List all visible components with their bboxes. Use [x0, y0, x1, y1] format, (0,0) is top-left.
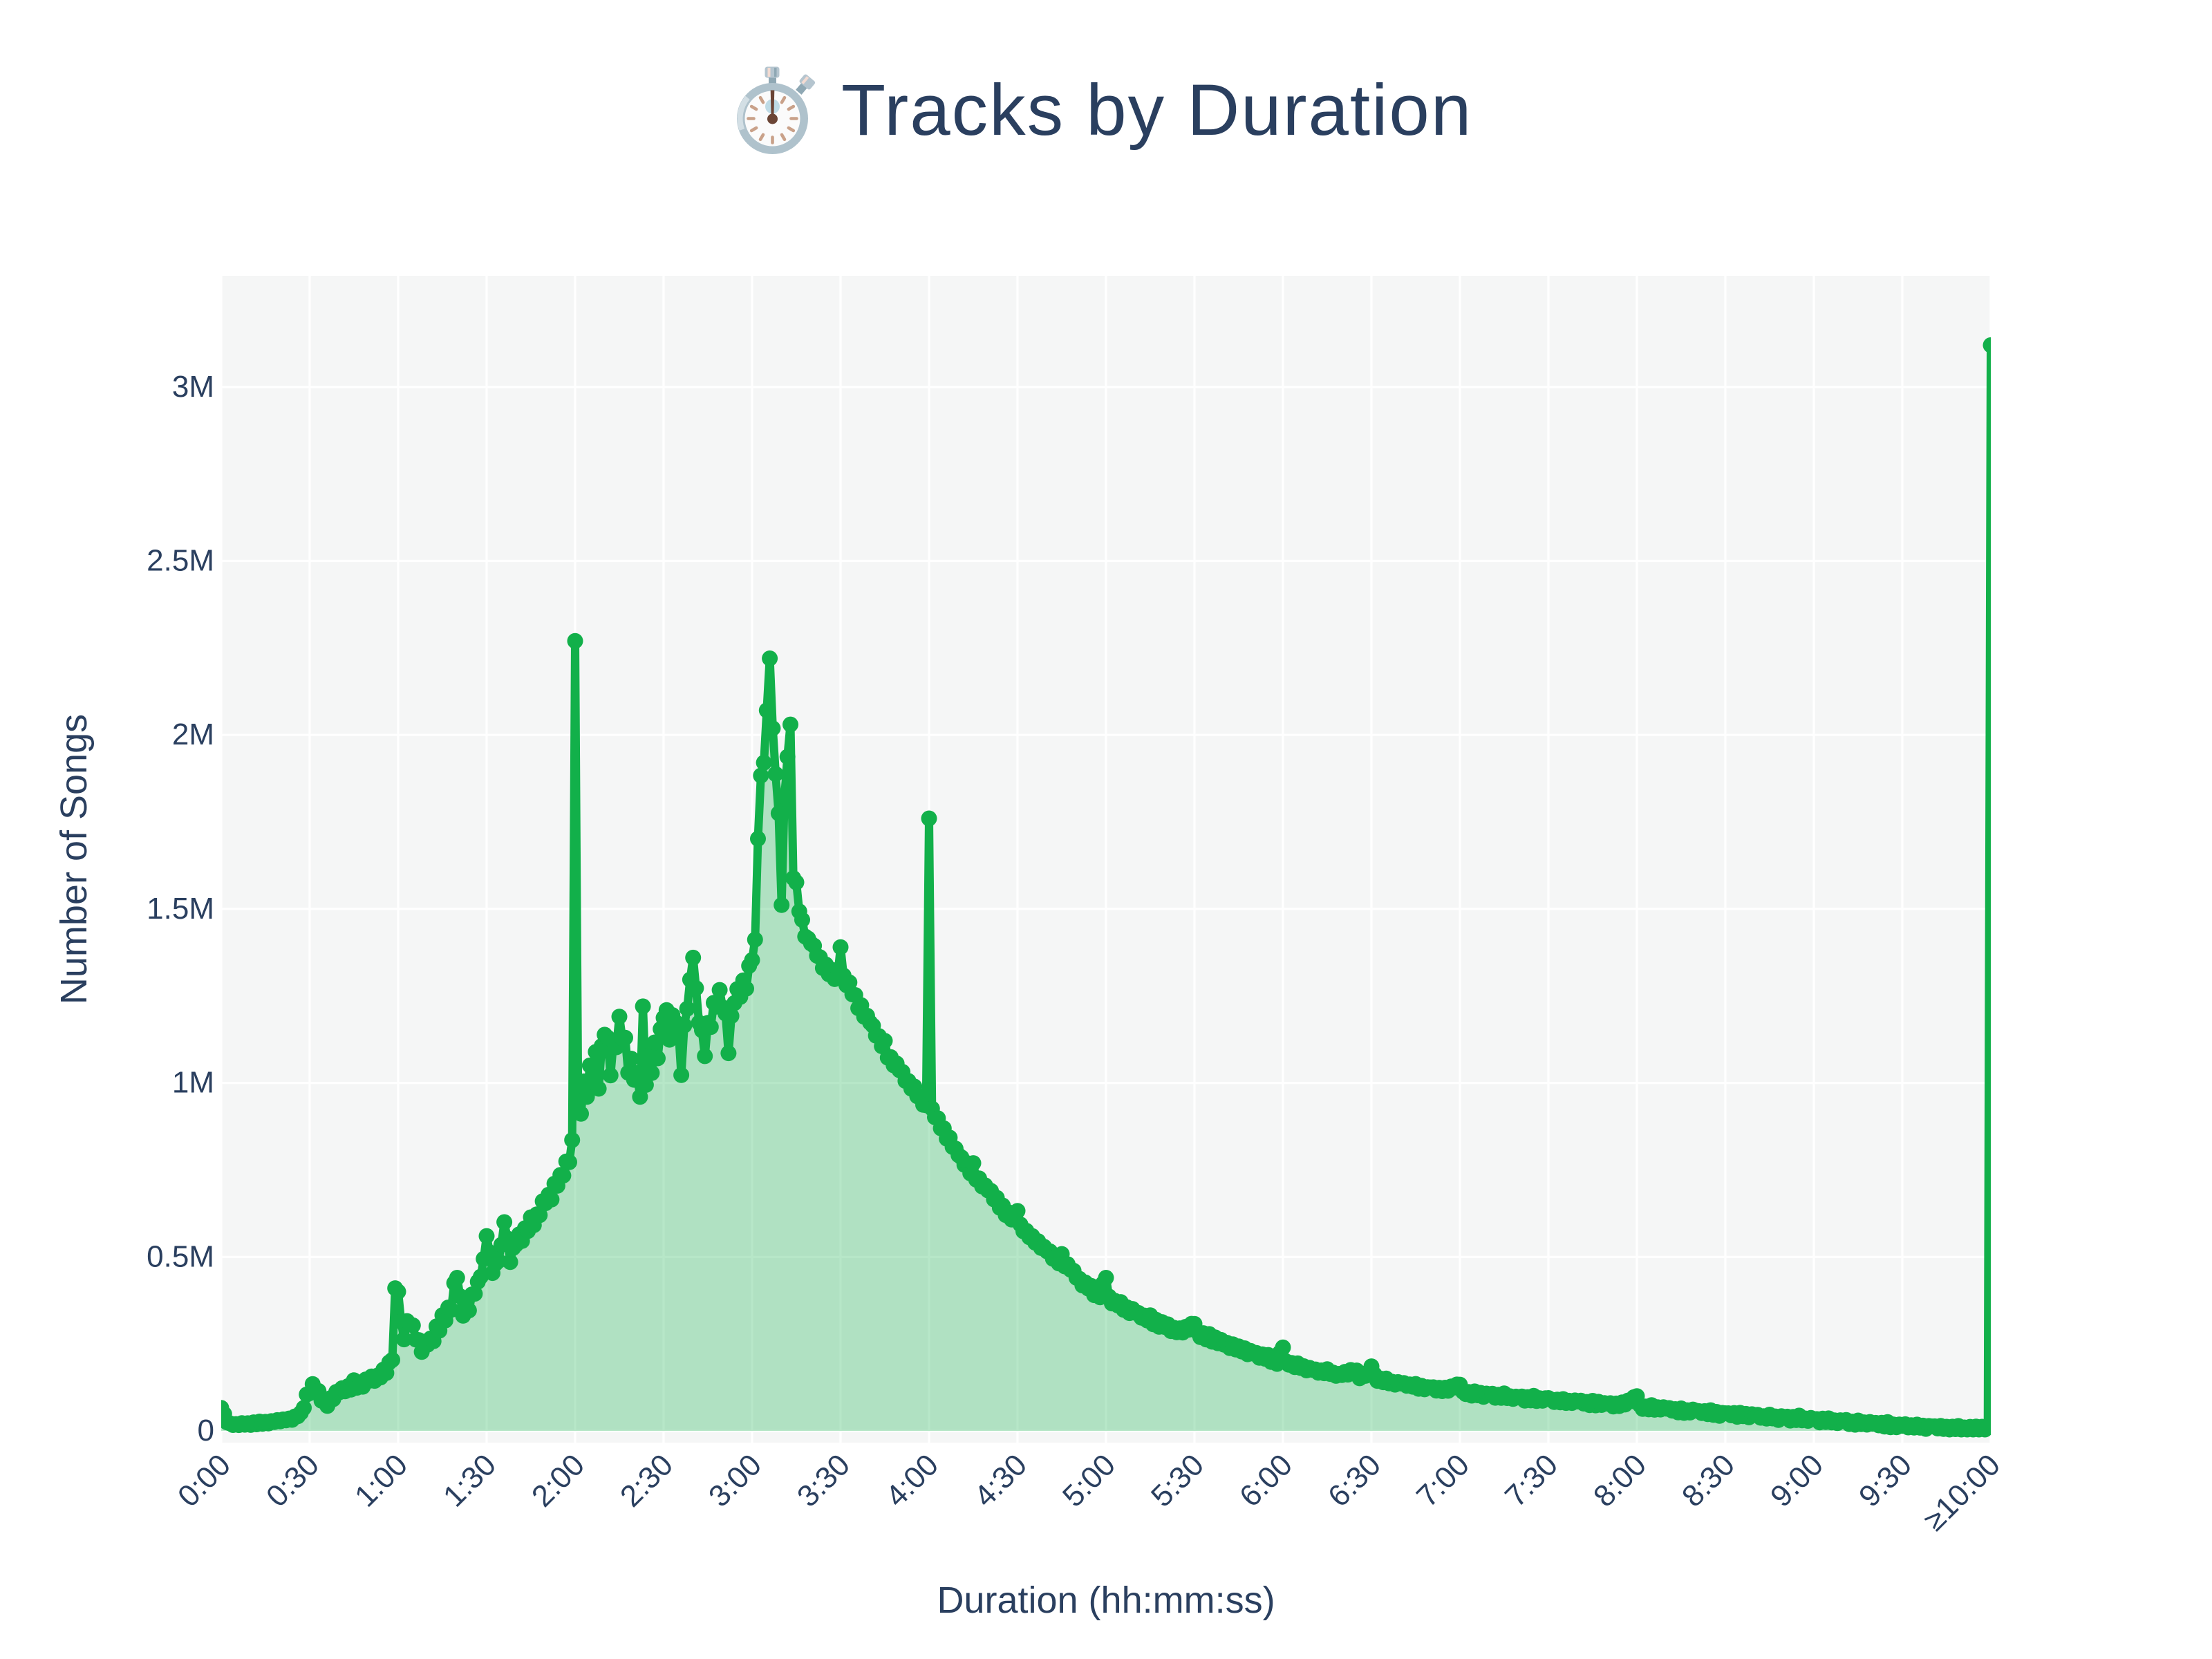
svg-text:0: 0 — [198, 1414, 214, 1447]
svg-text:0.5M: 0.5M — [147, 1239, 214, 1273]
svg-text:Duration (hh:mm:ss): Duration (hh:mm:ss) — [937, 1580, 1275, 1621]
svg-text:2M: 2M — [172, 718, 214, 751]
svg-text:Tracks by Duration: Tracks by Duration — [841, 70, 1472, 151]
svg-text:1M: 1M — [172, 1066, 214, 1100]
svg-text:Number of Songs: Number of Songs — [53, 714, 95, 1004]
svg-text:3M: 3M — [172, 370, 214, 404]
svg-text:2.5M: 2.5M — [147, 544, 214, 578]
svg-text:1.5M: 1.5M — [147, 892, 214, 926]
